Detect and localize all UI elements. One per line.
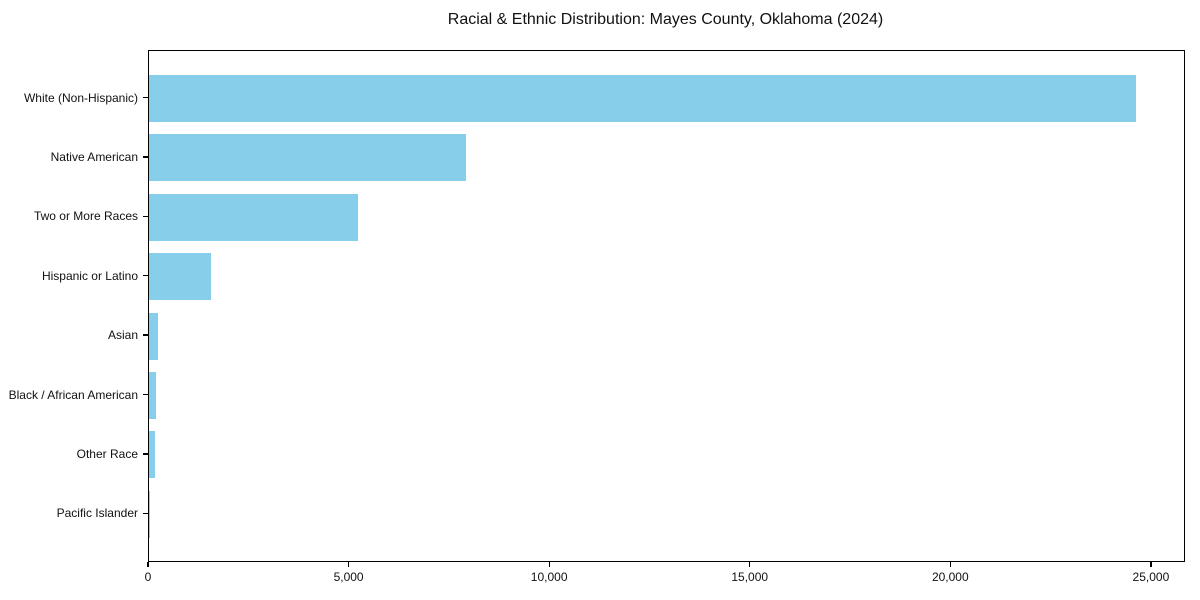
x-tick-label: 15,000	[731, 570, 769, 584]
y-tick-label: White (Non-Hispanic)	[23, 90, 138, 105]
bar	[149, 312, 158, 360]
y-tick-mark	[143, 512, 148, 514]
x-tick-mark	[1150, 561, 1152, 567]
y-tick-label: Black / African American	[8, 387, 138, 402]
x-tick-label: 10,000	[530, 570, 568, 584]
y-tick-mark	[143, 215, 148, 217]
bar	[149, 431, 155, 479]
y-tick-label: Other Race	[76, 446, 138, 461]
x-tick-mark	[749, 561, 751, 567]
x-tick-label: 20,000	[931, 570, 969, 584]
bar	[149, 193, 358, 241]
x-tick-mark	[347, 561, 350, 567]
y-tick-label: Two or More Races	[33, 209, 138, 224]
y-tick-mark	[143, 393, 148, 396]
bar	[149, 253, 212, 301]
x-tick-mark	[147, 561, 149, 567]
y-tick-label: Pacific Islander	[56, 506, 138, 521]
y-tick-mark	[143, 453, 148, 455]
plot-area	[148, 50, 1185, 562]
chart-title: Racial & Ethnic Distribution: Mayes Coun…	[447, 11, 884, 28]
bar	[149, 490, 150, 538]
y-tick-mark	[143, 275, 148, 277]
y-tick-label: Native American	[50, 149, 138, 164]
bar	[149, 75, 1136, 122]
x-tick-mark	[548, 561, 550, 567]
y-tick-label: Hispanic or Latino	[41, 268, 138, 283]
x-tick-label: 0	[144, 570, 152, 584]
bar	[149, 372, 157, 419]
x-tick-label: 25,000	[1132, 570, 1170, 584]
x-tick-mark	[949, 561, 951, 567]
x-tick-label: 5,000	[333, 570, 364, 584]
y-tick-mark	[143, 96, 148, 99]
bar	[149, 134, 466, 182]
y-tick-mark	[143, 156, 148, 158]
y-tick-mark	[143, 334, 148, 336]
y-tick-label: Asian	[107, 328, 138, 343]
